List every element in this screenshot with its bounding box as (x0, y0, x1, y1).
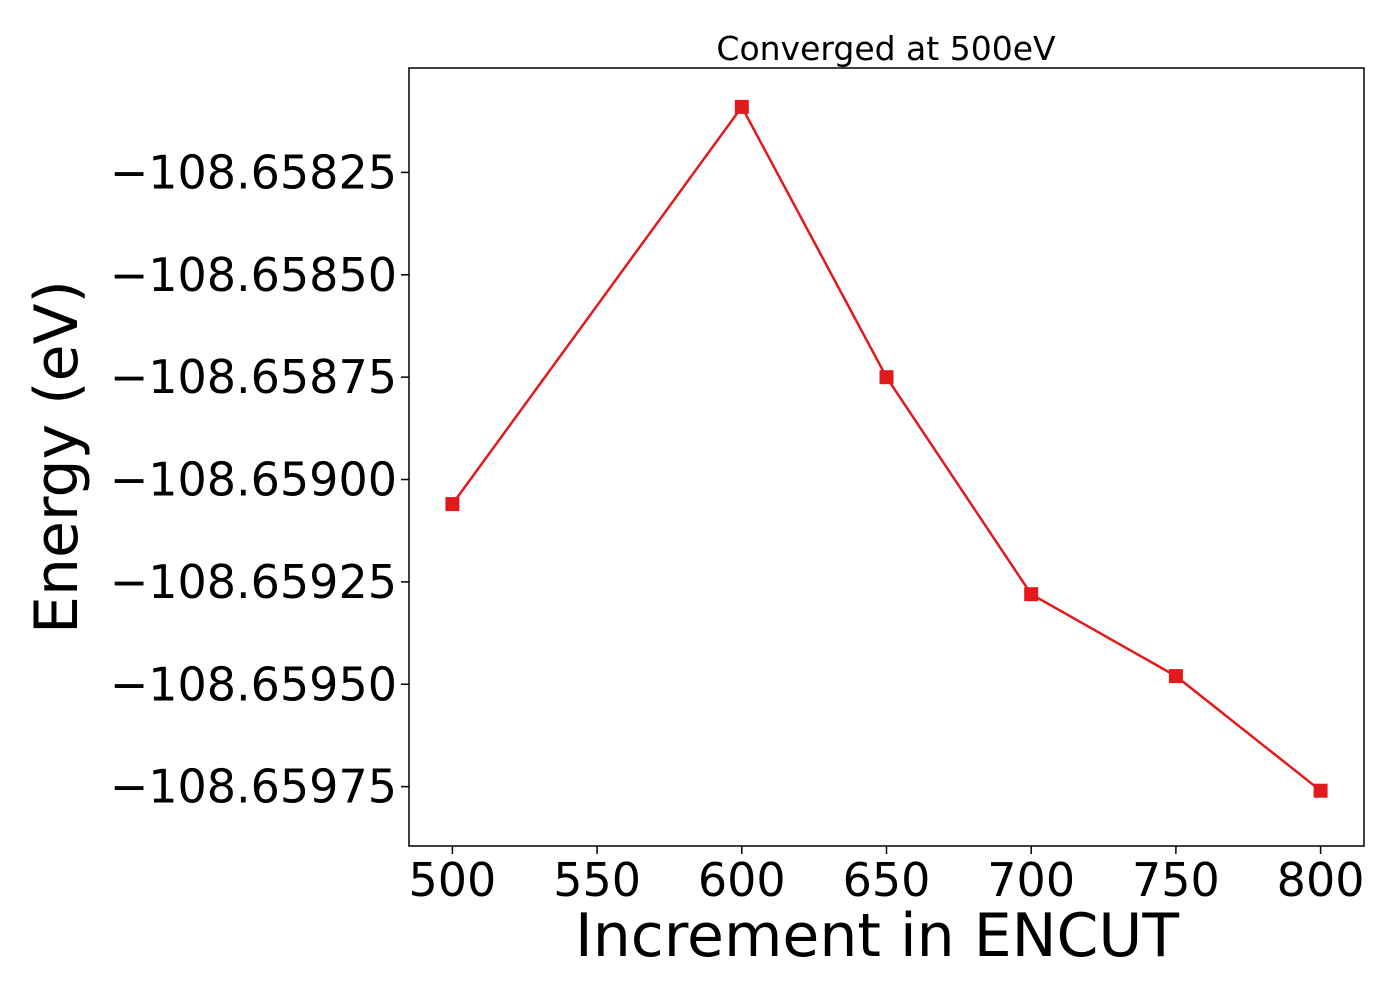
data-point (1168, 669, 1183, 684)
data-point (1024, 587, 1039, 602)
data-point (734, 99, 749, 114)
y-tick-label: −108.65925 (110, 555, 397, 609)
x-tick-label: 750 (1132, 853, 1220, 907)
x-tick-label: 550 (553, 853, 641, 907)
x-tick-label: 650 (843, 853, 931, 907)
y-tick-label: −108.65850 (110, 248, 397, 302)
y-tick-label: −108.65875 (110, 350, 397, 404)
y-axis-label: Energy (eV) (22, 280, 92, 634)
y-tick-label: −108.65975 (110, 760, 397, 814)
data-point (1313, 783, 1328, 798)
y-tick-label: −108.65950 (110, 657, 397, 711)
x-tick-label: 500 (409, 853, 497, 907)
series-layer (445, 99, 1328, 798)
x-tick-label: 800 (1277, 853, 1365, 907)
x-axis-ticks: 500 550 600 650 700 750 800 (409, 846, 1365, 907)
y-axis-ticks: −108.65825 −108.65850 −108.65875 −108.65900… (110, 145, 409, 814)
x-axis-label: Increment in ENCUT (575, 901, 1179, 971)
data-point (879, 370, 894, 385)
plot-frame (408, 67, 1365, 847)
x-tick-label: 700 (987, 853, 1075, 907)
y-tick-label: −108.65825 (110, 145, 397, 199)
chart-title: Converged at 500eV (716, 29, 1056, 68)
series-line (451, 104, 1322, 792)
data-point (445, 497, 460, 512)
x-tick-label: 600 (698, 853, 786, 907)
y-tick-label: −108.65900 (110, 453, 397, 507)
